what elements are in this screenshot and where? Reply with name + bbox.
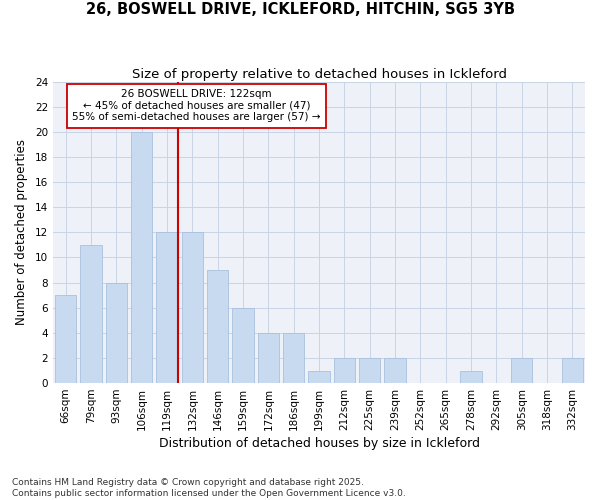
- Bar: [460, 370, 482, 383]
- Bar: [562, 358, 583, 383]
- Bar: [384, 358, 406, 383]
- Bar: [511, 358, 532, 383]
- Text: 26 BOSWELL DRIVE: 122sqm
← 45% of detached houses are smaller (47)
55% of semi-d: 26 BOSWELL DRIVE: 122sqm ← 45% of detach…: [73, 89, 321, 122]
- Bar: [131, 132, 152, 383]
- Bar: [283, 333, 304, 383]
- Text: 26, BOSWELL DRIVE, ICKLEFORD, HITCHIN, SG5 3YB: 26, BOSWELL DRIVE, ICKLEFORD, HITCHIN, S…: [86, 2, 515, 18]
- Bar: [257, 333, 279, 383]
- Bar: [55, 295, 76, 383]
- Bar: [308, 370, 330, 383]
- Y-axis label: Number of detached properties: Number of detached properties: [15, 140, 28, 326]
- Text: Contains HM Land Registry data © Crown copyright and database right 2025.
Contai: Contains HM Land Registry data © Crown c…: [12, 478, 406, 498]
- X-axis label: Distribution of detached houses by size in Ickleford: Distribution of detached houses by size …: [158, 437, 479, 450]
- Bar: [232, 308, 254, 383]
- Bar: [359, 358, 380, 383]
- Bar: [156, 232, 178, 383]
- Bar: [182, 232, 203, 383]
- Bar: [334, 358, 355, 383]
- Bar: [207, 270, 229, 383]
- Bar: [80, 245, 102, 383]
- Title: Size of property relative to detached houses in Ickleford: Size of property relative to detached ho…: [131, 68, 506, 80]
- Bar: [106, 282, 127, 383]
